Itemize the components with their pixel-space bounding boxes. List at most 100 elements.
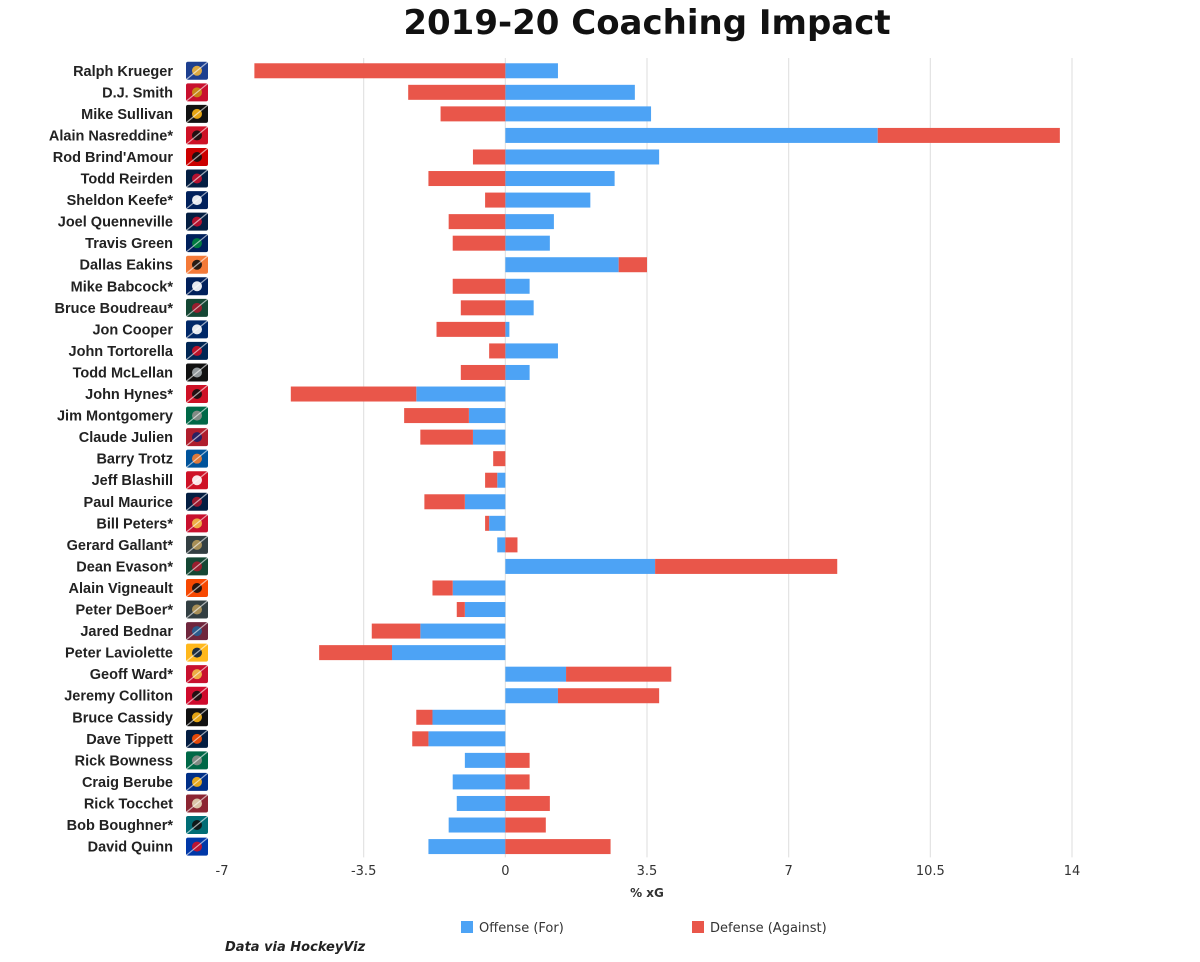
category-label: John Hynes*	[85, 387, 173, 403]
category-label: David Quinn	[88, 840, 173, 856]
category-label: Bill Peters*	[96, 516, 173, 532]
category-label: Rod Brind'Amour	[53, 150, 174, 166]
bar-offense	[464, 494, 506, 510]
bar-defense	[505, 795, 550, 811]
bar-offense	[452, 774, 506, 790]
bar-defense	[493, 451, 506, 467]
toronto-logo	[185, 190, 209, 210]
x-axis-label: % xG	[630, 886, 664, 900]
carolina-logo	[185, 147, 209, 167]
bar-defense	[254, 63, 506, 79]
bar-offense	[505, 688, 558, 704]
bar-defense	[452, 278, 506, 294]
bar-offense	[464, 752, 506, 768]
category-label: Paul Maurice	[84, 495, 173, 511]
vancouver-logo	[185, 233, 209, 253]
category-label: Sheldon Keefe*	[67, 193, 174, 209]
x-tick-label: 14	[1064, 864, 1081, 879]
category-label: Alain Nasreddine*	[49, 128, 173, 144]
bar-defense	[290, 386, 417, 402]
bar-defense	[505, 537, 518, 553]
calgary-logo	[185, 513, 209, 533]
category-label: Bob Boughner*	[67, 818, 174, 834]
bar-offense	[464, 602, 506, 618]
category-label: Mike Sullivan	[81, 107, 173, 123]
category-label: D.J. Smith	[102, 85, 173, 101]
bar-offense	[428, 731, 506, 747]
bar-offense	[505, 558, 656, 574]
category-label: Alain Vigneault	[69, 581, 174, 597]
category-label: Dean Evason*	[76, 559, 173, 575]
bar-offense	[452, 580, 506, 596]
bar-offense	[432, 709, 506, 725]
bar-offense	[428, 839, 506, 855]
category-label: Jim Montgomery	[57, 409, 173, 425]
nashville-logo	[185, 643, 209, 663]
category-label: Todd McLellan	[73, 365, 173, 381]
new-jersey-logo	[185, 125, 209, 145]
category-label: Joel Quenneville	[58, 215, 173, 231]
ottawa-logo	[185, 82, 209, 102]
winnipeg-logo	[185, 492, 209, 512]
team-logos	[185, 61, 209, 857]
category-label: Jon Cooper	[92, 322, 173, 338]
x-tick-label: -7	[216, 864, 229, 879]
bar-defense	[440, 106, 506, 122]
category-label: Jeremy Colliton	[64, 689, 173, 705]
x-axis-ticks: -7 -3.5 0 3.5 7 10.5 14	[216, 864, 1081, 879]
bar-defense	[485, 515, 490, 531]
bar-defense	[432, 580, 453, 596]
bar-defense	[485, 472, 498, 488]
x-tick-label: 3.5	[637, 864, 658, 879]
bar-defense	[505, 752, 530, 768]
ny-rangers-logo	[185, 837, 209, 857]
category-labels: Ralph Krueger D.J. Smith Mike Sullivan Alai…	[49, 64, 174, 856]
bar-defense	[416, 709, 433, 725]
bar-defense	[420, 429, 473, 445]
los-angeles-logo	[185, 363, 209, 382]
bar-defense	[448, 214, 506, 230]
bar-offense	[489, 515, 506, 531]
category-label: John Tortorella	[69, 344, 174, 360]
category-label: Ralph Krueger	[73, 64, 173, 80]
bars	[254, 63, 1060, 855]
category-label: Rick Tocchet	[84, 796, 173, 812]
category-label: Rick Bowness	[75, 753, 173, 769]
washington-logo	[185, 169, 209, 188]
bar-defense	[485, 192, 506, 208]
bar-offense	[468, 408, 506, 424]
bar-offense	[448, 817, 506, 833]
tampa-bay-logo	[185, 319, 209, 339]
category-label: Craig Berube	[82, 775, 173, 791]
bar-offense	[497, 537, 506, 553]
chart-title: 2019-20 Coaching Impact	[403, 3, 890, 43]
bar-defense	[472, 149, 506, 165]
x-tick-label: 10.5	[916, 864, 945, 879]
bar-defense	[460, 364, 506, 380]
bar-defense	[618, 257, 647, 273]
bar-defense	[436, 321, 506, 337]
legend-swatch	[692, 921, 704, 933]
bar-defense	[505, 774, 530, 790]
bar-offense	[456, 795, 506, 811]
boston-logo	[185, 707, 209, 727]
vegas-logo	[185, 600, 209, 619]
ny-islanders-logo	[185, 449, 209, 469]
bar-defense	[319, 645, 392, 661]
category-label: Dallas Eakins	[80, 258, 174, 274]
buffalo-logo	[185, 61, 209, 81]
bar-defense	[428, 171, 506, 187]
bar-offense	[505, 343, 558, 359]
bar-offense	[505, 257, 619, 273]
bar-offense	[472, 429, 506, 445]
bar-offense	[392, 645, 506, 661]
bar-offense	[505, 278, 530, 294]
bar-defense	[489, 343, 506, 359]
bar-defense	[877, 127, 1060, 143]
category-label: Bruce Boudreau*	[55, 301, 174, 317]
minnesota-logo	[185, 556, 209, 576]
bar-defense	[505, 817, 546, 833]
calgary-logo	[185, 664, 209, 684]
bar-offense	[505, 127, 878, 143]
